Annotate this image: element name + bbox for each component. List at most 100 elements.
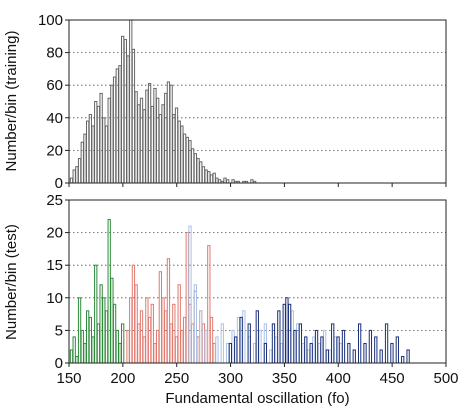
bar-training-s0-24 (134, 91, 138, 184)
training-histogram-panel: 0 20 40 60 80 100 Number/bin (training) (3, 12, 447, 192)
bar-test-s3-5 (263, 342, 268, 364)
bar-test-s2-19 (296, 323, 300, 364)
bar-training-s0-34 (161, 104, 165, 184)
test-histogram-panel: 0 5 10 15 20 25 150 200 250 300 350 400 450 500 Number… (3, 192, 459, 407)
bar-training-s0-47 (196, 158, 200, 184)
bar-test-s0-8 (91, 336, 95, 364)
bar-test-s0-0 (69, 349, 74, 364)
bar-test-s3-1 (234, 336, 238, 364)
bar-test-s2-20 (301, 342, 305, 364)
bar-test-s3-17 (325, 349, 329, 364)
bar-test-s3-28 (384, 323, 389, 364)
ytick-label-training-3: 60 (46, 77, 63, 94)
bar-training-s0-27 (142, 109, 146, 184)
bar-training-s0-6 (86, 120, 90, 184)
bar-test-s2-9 (242, 310, 246, 364)
bar-test-s3-12 (298, 323, 303, 364)
bar-test-s3-13 (304, 336, 308, 364)
bar-training-s0-7 (88, 114, 92, 184)
ytick-label-test-0: 0 (55, 355, 63, 372)
bar-test-s2-18 (290, 310, 294, 364)
bar-training-s0-41 (180, 125, 184, 184)
bar-test-s1-22 (185, 232, 189, 364)
bar-test-s1-28 (201, 323, 206, 364)
bar-test-s3-31 (401, 355, 405, 364)
bar-test-s0-10 (96, 323, 101, 364)
bar-training-s0-48 (199, 161, 203, 184)
bar-test-s1-18 (174, 336, 179, 364)
xtick-label-3: 300 (218, 370, 243, 387)
bar-test-s1-21 (182, 316, 187, 364)
bar-test-s0-7 (88, 316, 92, 364)
bar-test-s3-2 (239, 316, 243, 364)
bar-test-s2-5 (220, 323, 224, 364)
bar-test-s2-16 (279, 342, 284, 364)
bar-training-s0-18 (118, 65, 122, 184)
bar-test-s3-11 (293, 329, 297, 364)
bar-test-s1-20 (180, 329, 184, 364)
xtick-label-6: 450 (380, 370, 405, 387)
bar-training-s0-11 (99, 92, 103, 184)
bar-test-s3-30 (395, 336, 399, 364)
test-plot-frame (68, 199, 447, 364)
bar-test-s3-25 (368, 329, 373, 364)
bar-training-s0-45 (191, 148, 195, 184)
ytick-label-test-2: 10 (46, 290, 63, 307)
bar-test-s1-32 (212, 342, 216, 364)
xtick-label-0: 150 (56, 370, 81, 387)
ytick-label-test-5: 25 (46, 192, 63, 209)
ytick-label-test-3: 15 (46, 257, 63, 274)
xtick-label-1: 200 (110, 370, 135, 387)
bar-training-s0-12 (102, 117, 106, 184)
xtick-label-2: 250 (164, 370, 189, 387)
bar-test-s2-25 (328, 349, 332, 364)
bar-test-s0-14 (107, 219, 111, 364)
bar-training-s0-5 (83, 133, 87, 184)
bar-training-s0-36 (166, 81, 171, 184)
ytick-label-test-4: 20 (46, 225, 63, 242)
bar-training-s0-52 (209, 174, 214, 184)
bar-test-s3-22 (352, 349, 356, 364)
bar-test-s3-26 (374, 336, 378, 364)
bar-test-s2-21 (306, 349, 311, 364)
ylabel-test: Number/bin (test) (3, 224, 20, 340)
bar-test-s2-22 (312, 336, 316, 364)
ytick-label-training-2: 40 (46, 110, 63, 127)
bar-training-s0-20 (123, 39, 127, 184)
bar-test-s3-16 (320, 336, 324, 364)
xtick-label-4: 350 (272, 370, 297, 387)
bar-training-s0-35 (164, 92, 168, 184)
bar-test-s2-14 (269, 349, 273, 364)
bar-test-s0-13 (104, 310, 109, 364)
bar-test-s2-1 (193, 284, 198, 364)
bar-training-s0-32 (156, 97, 160, 184)
bar-test-s2-26 (333, 336, 338, 364)
bar-test-s1-4 (137, 323, 141, 364)
bar-training-s0-8 (91, 125, 95, 184)
bar-test-s3-0 (228, 342, 233, 364)
bar-training-s0-4 (80, 141, 84, 184)
bar-test-s3-27 (379, 349, 383, 364)
bar-test-s1-30 (207, 245, 211, 364)
bar-test-s3-23 (357, 323, 362, 364)
bar-test-s1-11 (156, 329, 160, 364)
bar-test-s3-21 (347, 342, 351, 364)
bar-training-s0-14 (107, 97, 111, 184)
bar-test-s3-14 (309, 342, 313, 364)
bar-training-s0-39 (174, 107, 179, 184)
bar-training-s0-2 (75, 166, 79, 184)
bar-test-s3-19 (336, 336, 340, 364)
bar-test-s1-19 (177, 284, 181, 364)
bar-test-s2-11 (252, 342, 257, 364)
bar-training-s0-31 (153, 87, 157, 184)
ylabel-training: Number/bin (training) (3, 31, 20, 172)
bar-training-s0-0 (69, 177, 74, 184)
bar-training-s0-51 (207, 171, 211, 184)
bar-test-s1-24 (191, 323, 195, 364)
ytick-label-training-0: 0 (55, 175, 63, 192)
bar-test-s3-7 (277, 310, 281, 364)
bar-test-s1-2 (131, 264, 136, 364)
bar-training-s0-43 (185, 136, 189, 184)
bar-training-s0-44 (188, 140, 192, 184)
bar-test-s3-6 (271, 323, 276, 364)
